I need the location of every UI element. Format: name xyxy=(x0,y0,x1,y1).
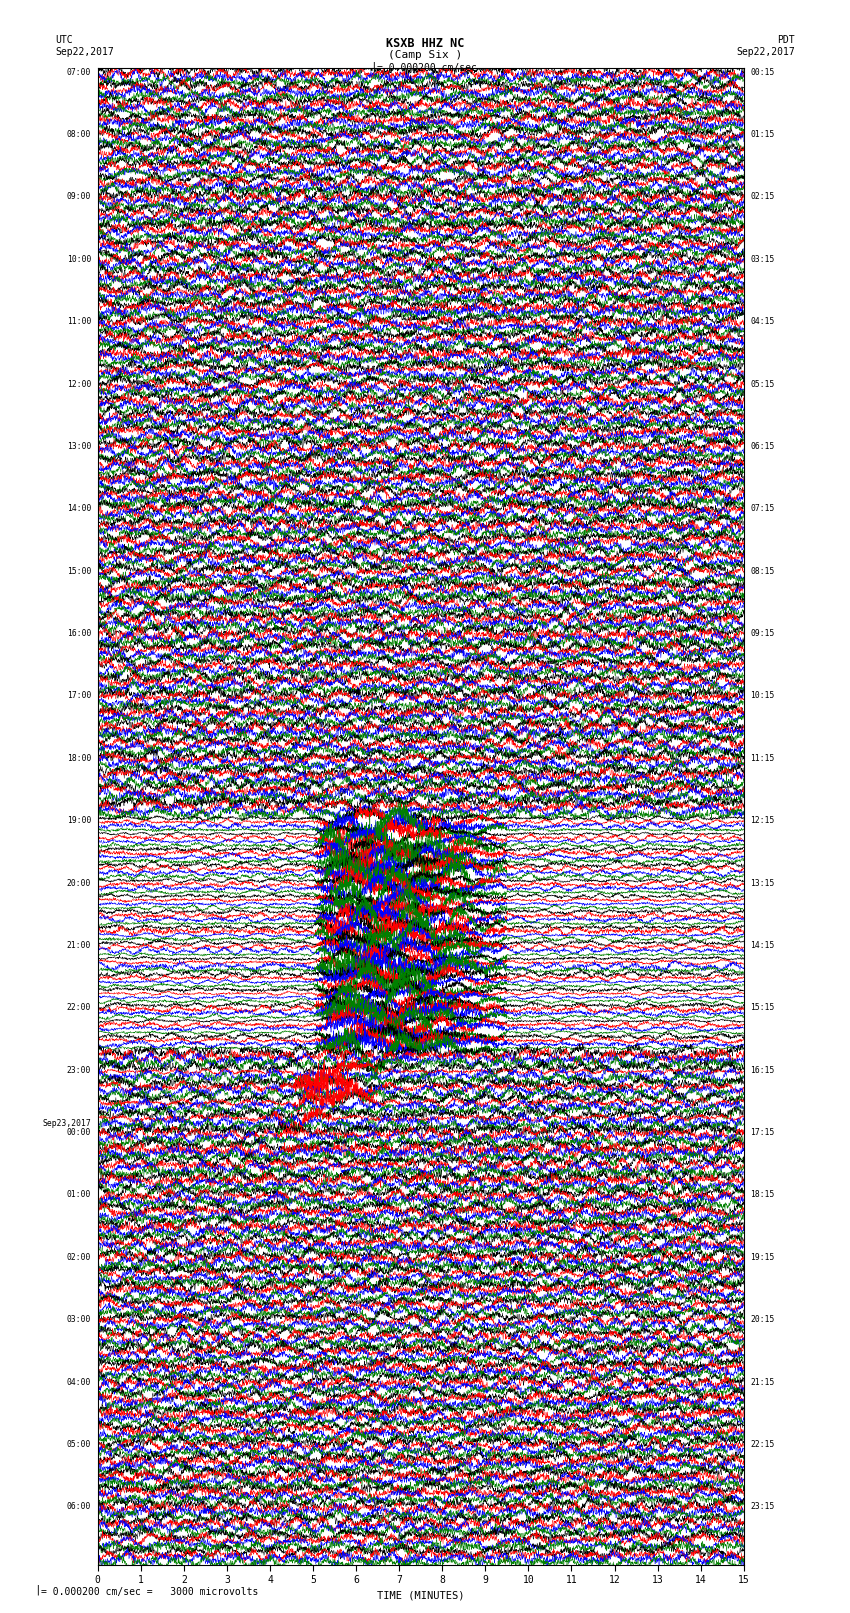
Text: 20:15: 20:15 xyxy=(751,1315,774,1324)
Text: 22:15: 22:15 xyxy=(751,1440,774,1448)
Text: 02:15: 02:15 xyxy=(751,192,774,202)
Text: 00:00: 00:00 xyxy=(67,1127,91,1137)
Text: PDT: PDT xyxy=(777,35,795,45)
Text: 15:15: 15:15 xyxy=(751,1003,774,1013)
Text: 01:15: 01:15 xyxy=(751,131,774,139)
Text: 17:00: 17:00 xyxy=(67,692,91,700)
Text: 00:15: 00:15 xyxy=(751,68,774,77)
Text: UTC: UTC xyxy=(55,35,73,45)
Text: (Camp Six ): (Camp Six ) xyxy=(388,50,462,60)
Text: 10:00: 10:00 xyxy=(67,255,91,265)
Text: 11:00: 11:00 xyxy=(67,318,91,326)
Text: = 0.000200 cm/sec =   3000 microvolts: = 0.000200 cm/sec = 3000 microvolts xyxy=(41,1587,258,1597)
Text: 10:15: 10:15 xyxy=(751,692,774,700)
Text: |: | xyxy=(34,1584,41,1595)
Text: 06:00: 06:00 xyxy=(67,1502,91,1511)
Text: 05:15: 05:15 xyxy=(751,379,774,389)
Text: Sep22,2017: Sep22,2017 xyxy=(736,47,795,56)
X-axis label: TIME (MINUTES): TIME (MINUTES) xyxy=(377,1590,464,1600)
Text: |: | xyxy=(370,61,377,73)
Text: 19:00: 19:00 xyxy=(67,816,91,826)
Text: 02:00: 02:00 xyxy=(67,1253,91,1261)
Text: = 0.000200 cm/sec: = 0.000200 cm/sec xyxy=(377,63,476,73)
Text: Sep23,2017: Sep23,2017 xyxy=(42,1119,91,1127)
Text: 18:15: 18:15 xyxy=(751,1190,774,1200)
Text: 17:15: 17:15 xyxy=(751,1127,774,1137)
Text: 16:00: 16:00 xyxy=(67,629,91,639)
Text: 12:00: 12:00 xyxy=(67,379,91,389)
Text: 23:15: 23:15 xyxy=(751,1502,774,1511)
Text: 21:15: 21:15 xyxy=(751,1378,774,1387)
Text: 13:00: 13:00 xyxy=(67,442,91,452)
Text: Sep22,2017: Sep22,2017 xyxy=(55,47,114,56)
Text: 11:15: 11:15 xyxy=(751,753,774,763)
Text: 13:15: 13:15 xyxy=(751,879,774,887)
Text: 14:15: 14:15 xyxy=(751,940,774,950)
Text: 14:00: 14:00 xyxy=(67,505,91,513)
Text: 23:00: 23:00 xyxy=(67,1066,91,1074)
Text: 15:00: 15:00 xyxy=(67,566,91,576)
Text: 20:00: 20:00 xyxy=(67,879,91,887)
Text: 09:00: 09:00 xyxy=(67,192,91,202)
Text: 19:15: 19:15 xyxy=(751,1253,774,1261)
Text: 08:00: 08:00 xyxy=(67,131,91,139)
Text: 16:15: 16:15 xyxy=(751,1066,774,1074)
Text: 22:00: 22:00 xyxy=(67,1003,91,1013)
Text: 12:15: 12:15 xyxy=(751,816,774,826)
Text: KSXB HHZ NC: KSXB HHZ NC xyxy=(386,37,464,50)
Text: 09:15: 09:15 xyxy=(751,629,774,639)
Text: 01:00: 01:00 xyxy=(67,1190,91,1200)
Text: 21:00: 21:00 xyxy=(67,940,91,950)
Text: 07:15: 07:15 xyxy=(751,505,774,513)
Text: 08:15: 08:15 xyxy=(751,566,774,576)
Text: 05:00: 05:00 xyxy=(67,1440,91,1448)
Text: 07:00: 07:00 xyxy=(67,68,91,77)
Text: 04:15: 04:15 xyxy=(751,318,774,326)
Text: 03:15: 03:15 xyxy=(751,255,774,265)
Text: 04:00: 04:00 xyxy=(67,1378,91,1387)
Text: 18:00: 18:00 xyxy=(67,753,91,763)
Text: 06:15: 06:15 xyxy=(751,442,774,452)
Text: 03:00: 03:00 xyxy=(67,1315,91,1324)
